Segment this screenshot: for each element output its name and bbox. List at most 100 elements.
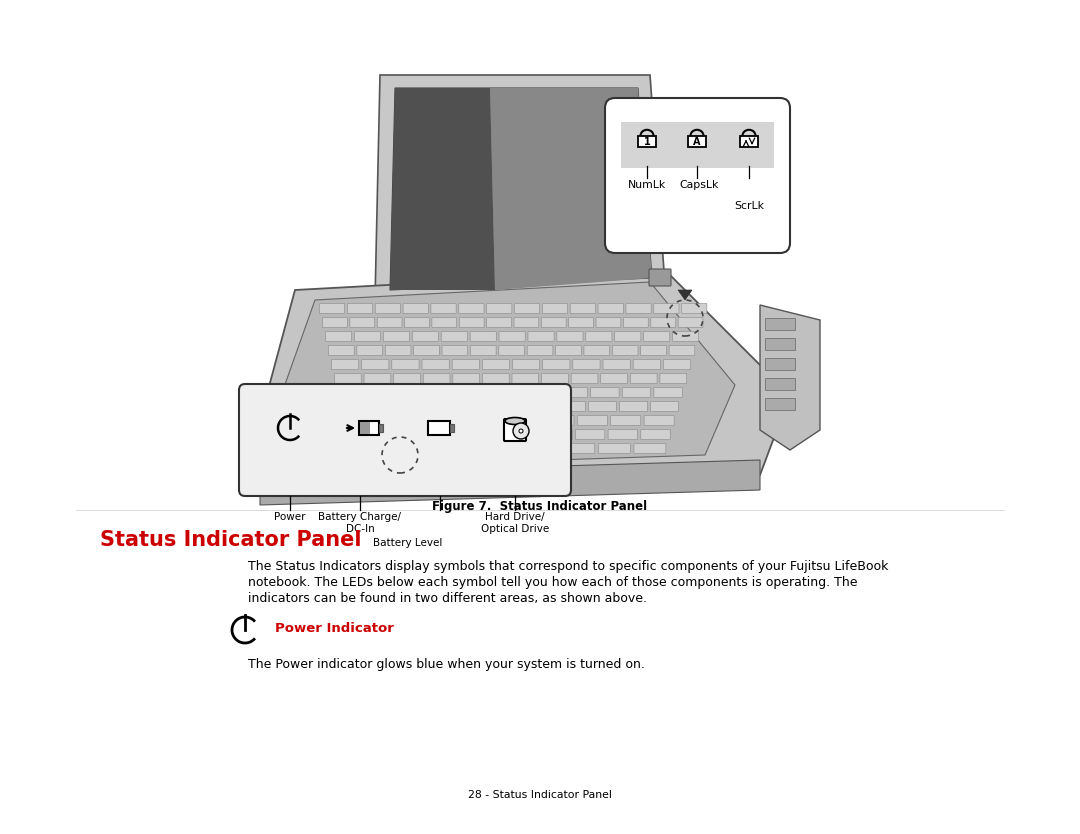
FancyBboxPatch shape: [413, 331, 438, 341]
FancyBboxPatch shape: [623, 318, 648, 328]
FancyBboxPatch shape: [688, 136, 705, 147]
FancyBboxPatch shape: [459, 318, 484, 328]
Ellipse shape: [505, 418, 525, 425]
FancyBboxPatch shape: [453, 359, 480, 369]
FancyBboxPatch shape: [527, 345, 553, 355]
Text: indicators can be found in two different areas, as shown above.: indicators can be found in two different…: [248, 592, 647, 605]
FancyBboxPatch shape: [578, 415, 607, 425]
FancyBboxPatch shape: [383, 331, 409, 341]
Text: CapsLk: CapsLk: [679, 180, 718, 190]
FancyBboxPatch shape: [644, 331, 670, 341]
FancyBboxPatch shape: [420, 444, 453, 454]
FancyBboxPatch shape: [428, 421, 450, 435]
FancyBboxPatch shape: [608, 430, 637, 440]
FancyBboxPatch shape: [445, 430, 474, 440]
FancyBboxPatch shape: [350, 444, 381, 454]
FancyBboxPatch shape: [528, 331, 554, 341]
Text: 28 - Status Indicator Panel: 28 - Status Indicator Panel: [468, 790, 612, 800]
FancyBboxPatch shape: [512, 374, 539, 384]
FancyBboxPatch shape: [422, 359, 449, 369]
FancyBboxPatch shape: [514, 304, 540, 314]
FancyBboxPatch shape: [527, 444, 559, 454]
FancyBboxPatch shape: [598, 444, 631, 454]
FancyBboxPatch shape: [572, 359, 600, 369]
FancyBboxPatch shape: [464, 388, 492, 398]
Text: Hard Drive/
Optical Drive: Hard Drive/ Optical Drive: [481, 512, 549, 535]
FancyBboxPatch shape: [360, 422, 370, 434]
Polygon shape: [375, 75, 665, 300]
FancyBboxPatch shape: [499, 331, 525, 341]
FancyBboxPatch shape: [477, 415, 508, 425]
FancyBboxPatch shape: [431, 304, 456, 314]
FancyBboxPatch shape: [423, 374, 450, 384]
FancyBboxPatch shape: [377, 415, 407, 425]
Text: notebook. The LEDs below each symbol tell you how each of those components is op: notebook. The LEDs below each symbol tel…: [248, 576, 858, 589]
FancyBboxPatch shape: [377, 318, 402, 328]
FancyBboxPatch shape: [477, 430, 507, 440]
FancyBboxPatch shape: [557, 331, 583, 341]
FancyBboxPatch shape: [456, 444, 488, 454]
FancyBboxPatch shape: [765, 318, 795, 330]
FancyBboxPatch shape: [626, 304, 651, 314]
FancyBboxPatch shape: [681, 304, 707, 314]
FancyBboxPatch shape: [511, 415, 541, 425]
FancyBboxPatch shape: [368, 408, 487, 457]
FancyBboxPatch shape: [442, 345, 468, 355]
FancyBboxPatch shape: [483, 374, 509, 384]
Text: NumLk: NumLk: [627, 180, 666, 190]
FancyBboxPatch shape: [610, 415, 640, 425]
FancyBboxPatch shape: [354, 331, 380, 341]
FancyBboxPatch shape: [650, 401, 678, 411]
FancyBboxPatch shape: [576, 430, 605, 440]
FancyBboxPatch shape: [340, 401, 368, 411]
FancyBboxPatch shape: [487, 318, 512, 328]
Polygon shape: [260, 270, 789, 490]
FancyBboxPatch shape: [432, 388, 461, 398]
FancyBboxPatch shape: [239, 384, 571, 496]
FancyBboxPatch shape: [483, 359, 510, 369]
Text: Figure 7.  Status Indicator Panel: Figure 7. Status Indicator Panel: [432, 500, 648, 513]
FancyBboxPatch shape: [453, 374, 480, 384]
Text: The Power indicator glows blue when your system is turned on.: The Power indicator glows blue when your…: [248, 658, 645, 671]
FancyBboxPatch shape: [356, 345, 382, 355]
FancyBboxPatch shape: [631, 374, 657, 384]
FancyBboxPatch shape: [542, 304, 568, 314]
FancyBboxPatch shape: [323, 318, 348, 328]
FancyBboxPatch shape: [364, 374, 391, 384]
FancyBboxPatch shape: [379, 424, 383, 432]
FancyBboxPatch shape: [403, 304, 429, 314]
Polygon shape: [260, 460, 760, 505]
FancyBboxPatch shape: [591, 388, 619, 398]
Polygon shape: [283, 282, 735, 468]
FancyBboxPatch shape: [557, 401, 585, 411]
Text: ScrLk: ScrLk: [734, 201, 764, 211]
FancyBboxPatch shape: [335, 374, 361, 384]
FancyBboxPatch shape: [433, 401, 461, 411]
FancyBboxPatch shape: [343, 415, 374, 425]
Polygon shape: [760, 305, 820, 450]
FancyBboxPatch shape: [585, 331, 612, 341]
FancyBboxPatch shape: [514, 318, 539, 328]
FancyBboxPatch shape: [589, 401, 617, 411]
FancyBboxPatch shape: [660, 374, 687, 384]
FancyBboxPatch shape: [622, 388, 651, 398]
Circle shape: [513, 423, 529, 439]
FancyBboxPatch shape: [765, 358, 795, 370]
FancyBboxPatch shape: [513, 359, 540, 369]
FancyBboxPatch shape: [386, 444, 417, 454]
FancyBboxPatch shape: [741, 136, 757, 147]
FancyBboxPatch shape: [496, 401, 524, 411]
FancyBboxPatch shape: [410, 415, 441, 425]
FancyBboxPatch shape: [405, 318, 430, 328]
FancyBboxPatch shape: [459, 304, 484, 314]
FancyBboxPatch shape: [442, 331, 468, 341]
Polygon shape: [678, 290, 692, 300]
FancyBboxPatch shape: [350, 318, 375, 328]
FancyBboxPatch shape: [464, 401, 492, 411]
FancyBboxPatch shape: [638, 136, 656, 147]
FancyBboxPatch shape: [325, 331, 352, 341]
FancyBboxPatch shape: [487, 304, 512, 314]
FancyBboxPatch shape: [320, 304, 345, 314]
FancyBboxPatch shape: [411, 430, 442, 440]
FancyBboxPatch shape: [543, 430, 572, 440]
